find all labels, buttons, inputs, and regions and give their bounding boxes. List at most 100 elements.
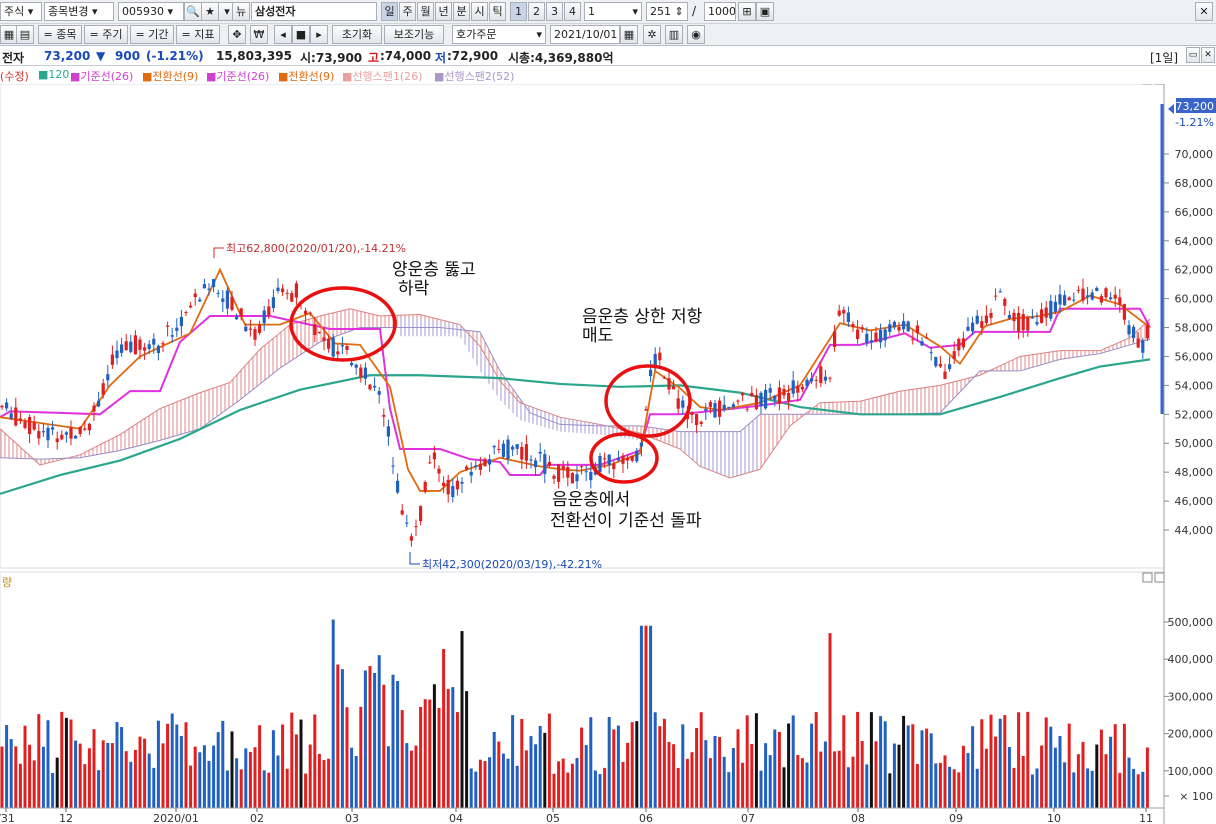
count-stepper[interactable]: 251 ⇕ [646,2,688,21]
volume-bar [41,746,45,808]
pane-maximize-icon [1142,572,1153,583]
candle [1026,317,1030,331]
candle [147,344,151,350]
candle [566,467,570,478]
candle [442,482,446,486]
num-3[interactable]: 3 [546,2,563,21]
order-select[interactable]: 호가주문 ▾ [452,25,546,44]
candle [543,454,547,474]
candle [1058,294,1062,305]
stock-name-field[interactable]: 삼성전자 [251,2,377,21]
change-stock-select[interactable]: 종목변경 ▾ [44,2,114,21]
search-icon[interactable]: 🔍 [184,2,202,21]
candle [874,332,878,342]
num-2[interactable]: 2 [528,2,545,21]
volume-bar [1118,772,1122,808]
candle [810,378,814,382]
candle [777,387,781,404]
candle [915,325,919,334]
reset-button[interactable]: 초기화 [332,25,382,44]
legend-ma120[interactable]: ■120 [38,68,70,81]
item-button[interactable]: = 종목 [38,25,82,44]
candle [492,445,496,448]
candle [575,474,579,482]
zoom-icon[interactable]: ◉ [687,25,705,44]
volume-bar [883,721,887,808]
candle [368,384,372,390]
candle [1017,312,1021,332]
price-chart[interactable]: 70,000 68,000 66,000 64,000 62,000 60,000 58,0… [0,84,1216,824]
close-icon[interactable]: ✕ [1195,2,1213,21]
candle [1021,314,1025,331]
move-icon[interactable]: ✥ [228,25,246,44]
num-1[interactable]: 1 [510,2,527,21]
candle [216,292,220,294]
window-restore-icon[interactable]: ▭ [1186,47,1200,63]
legend-base-line-2[interactable]: ■기준선(26) [206,70,270,83]
volume-tick-label: 100,000 [1168,765,1214,778]
date-input[interactable]: 2021/10/01 [550,25,620,44]
day-badge[interactable]: [1일] [1150,51,1179,65]
candle [635,450,639,462]
legend-leading-span2[interactable]: ■선행스팬2(52) [434,70,515,83]
legend-adjusted[interactable]: (수정) [0,70,29,83]
legend-conversion-line-2[interactable]: ■전환선(9) [278,70,335,83]
volume-bar [1067,723,1071,808]
next-icon[interactable]: ▸ [310,25,328,44]
interval-select[interactable]: 1 ▾ [584,2,642,21]
aux-function-button[interactable]: 보조기능 [384,25,444,44]
period-minute[interactable]: 분 [453,2,470,21]
candle [607,454,611,466]
candle [667,378,671,390]
volume-bar [18,763,22,808]
volume-bar [741,762,745,808]
chart-settings-icon[interactable]: ▥ [665,25,683,44]
window-close-icon[interactable]: ✕ [1201,47,1215,63]
candle [782,388,786,396]
period-week[interactable]: 주 [399,2,416,21]
cycle-button[interactable]: = 주기 [84,25,128,44]
indicator-button[interactable]: = 지표 [176,25,220,44]
period-month[interactable]: 월 [417,2,434,21]
candle [538,451,542,454]
market-select[interactable]: 주식 ▾ [0,2,42,21]
calendar-icon[interactable]: ▦ [620,25,638,44]
period-year[interactable]: 년 [435,2,452,21]
period-day[interactable]: 일 [381,2,398,21]
legend-leading-span1[interactable]: ■선행스팬1(26) [342,70,423,83]
favorite-star-icon[interactable]: ★ [201,2,219,21]
volume-bar [368,666,372,808]
period-button[interactable]: = 기간 [130,25,174,44]
candle [1040,309,1044,323]
candle [580,466,584,468]
stop-icon[interactable]: ■ [292,25,310,44]
candle [828,377,832,379]
period-hour[interactable]: 시 [471,2,488,21]
leading-span2-line [0,327,1151,460]
candle [584,471,588,473]
legend-conversion-line[interactable]: ■전환선(9) [142,70,199,83]
volume-bar [791,715,795,808]
volume-bar [644,625,648,808]
max-count-input[interactable]: 1000 [704,2,736,21]
save-icon[interactable]: ▣ [756,2,774,21]
count-value: 251 [650,5,671,18]
volume-bar [653,712,657,808]
news-icon[interactable]: 뉴 [232,2,250,21]
gear-icon[interactable]: ✲ [643,25,661,44]
won-button[interactable]: ₩ [250,25,268,44]
prev-icon[interactable]: ◂ [274,25,292,44]
layout-icon[interactable]: ▤ [16,25,34,44]
period-tick[interactable]: 틱 [489,2,506,21]
candle [336,351,340,355]
add-window-icon[interactable]: ⊞ [738,2,756,21]
volume-tick-label: 400,000 [1168,653,1214,666]
legend-base-line[interactable]: ■기준선(26) [70,70,134,83]
candle [644,409,648,411]
volume-bar [244,748,248,808]
volume-bar [386,746,390,808]
candle [708,402,712,407]
stock-code-input[interactable]: 005930 ▾ [118,2,184,21]
num-4[interactable]: 4 [564,2,581,21]
candle [552,475,556,479]
